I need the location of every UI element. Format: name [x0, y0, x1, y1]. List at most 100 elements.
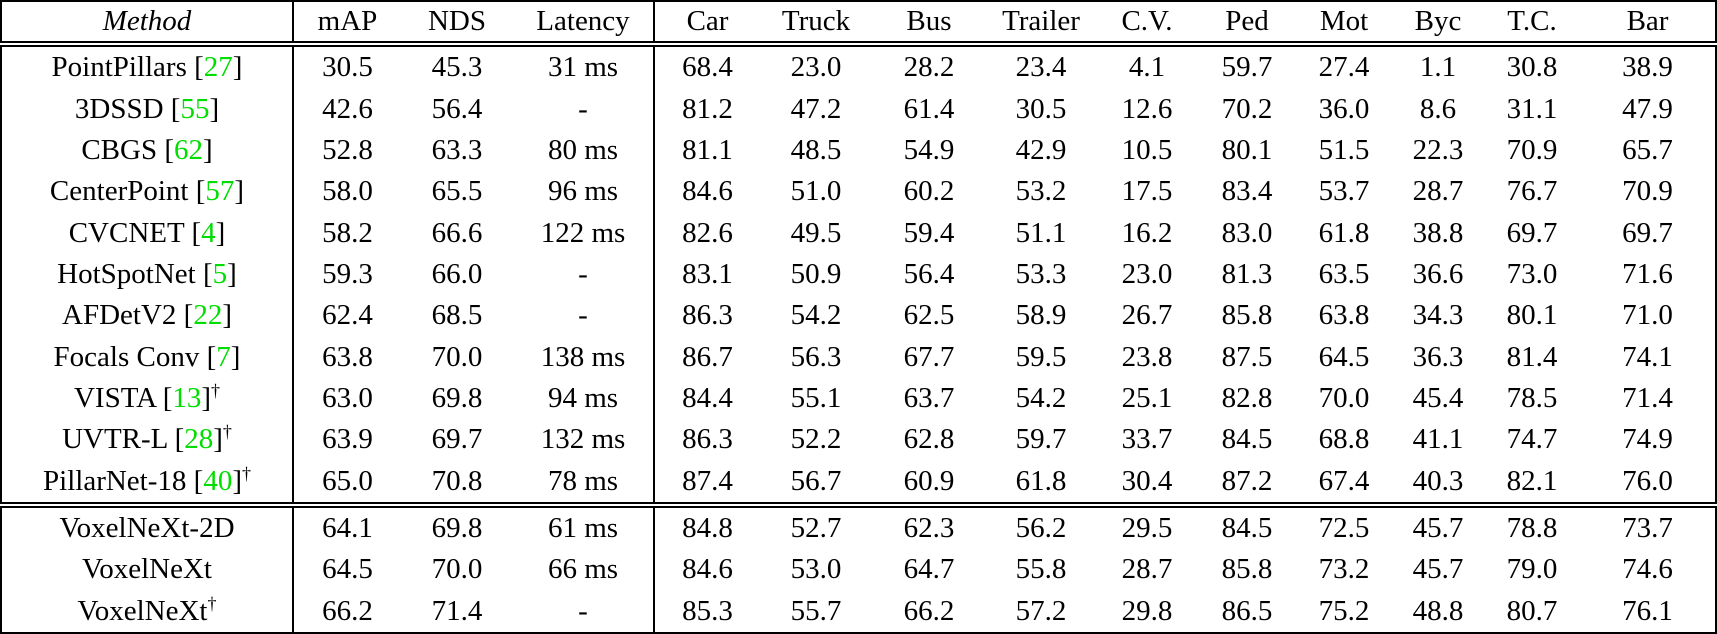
value-cell-truck: 55.7 [790, 594, 842, 627]
value-cell-byc: 22.3 [1412, 133, 1464, 166]
value-cell-car: 68.4 [682, 51, 733, 84]
citation-link[interactable]: 5 [212, 257, 228, 290]
value-cell-bar: 71.0 [1622, 299, 1673, 332]
citation-link[interactable]: 22 [193, 299, 223, 332]
value-cell-latency: 31 ms [513, 44, 655, 89]
value-cell-mot: 63.8 [1318, 299, 1370, 332]
value-cell-nds: 56.4 [431, 92, 483, 125]
value-cell-car: 82.6 [682, 216, 733, 249]
method-cell: 3DSSD [55] [1, 88, 294, 130]
value-cell-car: 84.4 [682, 381, 733, 414]
value-cell-tc: 80.7 [1506, 594, 1558, 627]
value-cell-map: 62.4 [322, 299, 373, 332]
column-header-map: mAP [293, 1, 401, 47]
value-cell-map: 59.3 [322, 257, 373, 290]
value-cell-latency: 94 ms [513, 377, 655, 419]
value-cell-truck: 56.7 [790, 464, 842, 497]
value-cell-bar: 71.4 [1622, 381, 1673, 414]
value-cell-car: 81.2 [682, 92, 733, 125]
value-cell-cv: 4.1 [1128, 51, 1166, 84]
value-cell-map: 66.2 [322, 594, 373, 627]
value-cell-byc: 45.7 [1412, 553, 1464, 586]
value-cell-cv: 29.8 [1121, 594, 1173, 627]
column-header-latency: Latency [513, 1, 655, 47]
citation-link[interactable]: 62 [174, 133, 203, 166]
method-name: CBGS [81, 133, 158, 166]
column-header-bus: Bus [872, 1, 986, 47]
value-cell-tc: 73.0 [1506, 257, 1558, 290]
value-cell-cv: 16.2 [1121, 216, 1173, 249]
citation-link[interactable]: 4 [201, 216, 216, 249]
value-cell-bar: 74.1 [1622, 340, 1673, 373]
value-cell-car: 86.7 [682, 340, 733, 373]
citation-link[interactable]: 27 [203, 51, 233, 84]
value-cell-trailer: 23.4 [1015, 51, 1067, 84]
value-cell-latency: - [513, 88, 655, 130]
value-cell-cv: 23.0 [1121, 257, 1173, 290]
column-header-mot: Mot [1296, 1, 1392, 47]
table-row: PillarNet-18 [40]† 65.0 70.8 78 ms 87.4 56.7 6… [1, 460, 1716, 505]
value-cell-nds: 66.0 [431, 257, 483, 290]
value-cell-car: 87.4 [682, 464, 733, 497]
value-cell-map: 63.0 [322, 381, 373, 414]
column-header-car: Car [654, 1, 760, 47]
value-cell-ped: 82.8 [1221, 381, 1273, 414]
value-cell-ped: 86.5 [1221, 594, 1273, 627]
value-cell-tc: 82.1 [1506, 464, 1558, 497]
citation-link[interactable]: 40 [203, 464, 233, 497]
value-cell-trailer: 56.2 [986, 501, 1096, 550]
value-cell-latency: 80 ms [513, 129, 655, 172]
citation-link[interactable]: 13 [172, 381, 202, 414]
value-cell-ped: 80.1 [1221, 133, 1273, 166]
value-cell-bus: 62.8 [903, 423, 955, 456]
value-cell-car: 84.6 [682, 175, 733, 208]
value-cell-truck: 53.0 [790, 553, 842, 586]
value-cell-mot: 73.2 [1318, 553, 1370, 586]
method-name: VoxelNeXt [77, 594, 208, 627]
value-cell-ped: 83.4 [1221, 175, 1273, 208]
value-cell-bar: 76.1 [1622, 594, 1673, 627]
value-cell-nds: 70.0 [431, 553, 483, 586]
value-cell-mot: 64.5 [1318, 340, 1370, 373]
value-cell-trailer: 57.2 [1015, 594, 1067, 627]
column-header-method: Method [1, 1, 294, 47]
value-cell-car: 86.3 [682, 299, 733, 332]
ours-section: VoxelNeXt-2D 64.1 69.8 61 ms 84.8 52.7 62.3 56.… [1, 501, 1716, 633]
method-name: 3DSSD [74, 92, 164, 125]
value-cell-cv: 26.7 [1121, 299, 1173, 332]
value-cell-tc: 30.8 [1506, 51, 1558, 84]
table-row: Focals Conv [7] 63.8 70.0 138 ms 86.7 56.3 67.… [1, 336, 1716, 378]
value-cell-trailer: 30.5 [1015, 92, 1067, 125]
value-cell-map: 58.2 [322, 216, 373, 249]
value-cell-bus: 60.9 [903, 464, 955, 497]
dagger-marker: † [207, 593, 217, 614]
value-cell-bus: 62.5 [903, 299, 955, 332]
citation-link[interactable]: 7 [216, 340, 231, 373]
value-cell-map: 64.5 [322, 553, 373, 586]
value-cell-byc: 45.7 [1392, 501, 1484, 550]
value-cell-ped: 87.5 [1221, 340, 1273, 373]
value-cell-ped: 59.7 [1221, 51, 1273, 84]
citation-link[interactable]: 57 [205, 175, 235, 208]
value-cell-trailer: 61.8 [1015, 464, 1067, 497]
value-cell-truck: 51.0 [790, 175, 842, 208]
value-cell-truck: 48.5 [790, 133, 842, 166]
column-header-cv: C.V. [1096, 1, 1198, 47]
method-name: HotSpotNet [57, 257, 196, 290]
citation-link[interactable]: 55 [180, 92, 210, 125]
method-cell: HotSpotNet [5] [1, 253, 294, 296]
value-cell-nds: 70.0 [431, 340, 483, 373]
table-row: VoxelNeXt† 66.2 71.4-85.3 55.7 66.2 57.2 29.8 8… [1, 590, 1716, 633]
value-cell-truck: 23.0 [790, 51, 842, 84]
citation-link[interactable]: 28 [184, 423, 214, 456]
column-header-truck: Truck [760, 1, 872, 47]
column-header-tc: T.C. [1484, 1, 1580, 47]
value-cell-mot: 72.5 [1296, 501, 1392, 550]
value-cell-latency: 96 ms [513, 171, 655, 213]
value-cell-byc: 36.3 [1412, 340, 1464, 373]
value-cell-bus: 60.2 [903, 175, 955, 208]
value-cell-car: 81.1 [682, 133, 733, 166]
value-cell-tc: 31.1 [1506, 92, 1558, 125]
